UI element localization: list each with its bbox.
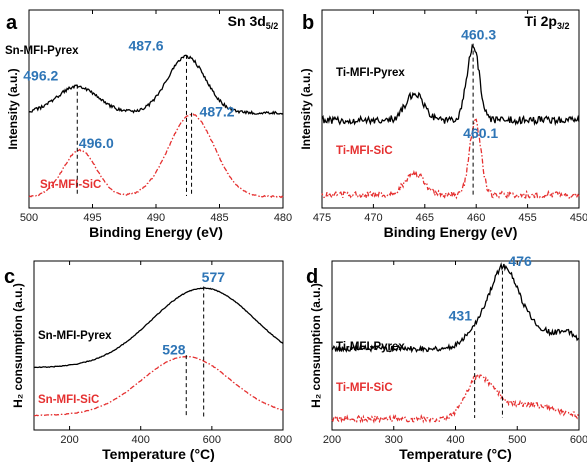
panel-a: 500 495 490 485 480 Binding Energy (eV) Intens… bbox=[5, 9, 292, 240]
peak-value-label: 487.6 bbox=[128, 38, 163, 54]
x-tick-label: 400 bbox=[132, 434, 150, 446]
x-tick-label: 500 bbox=[508, 434, 526, 446]
x-tick-label: 500 bbox=[20, 212, 38, 224]
series-line-sic bbox=[28, 113, 284, 199]
x-axis-label: Temperature (°C) bbox=[102, 446, 215, 462]
panel-letter: a bbox=[6, 12, 18, 34]
plot-frame bbox=[321, 9, 580, 209]
peak-value-label: 460.3 bbox=[461, 26, 496, 42]
x-tick-label: 480 bbox=[274, 212, 292, 224]
panel-title-subscript: 3/2 bbox=[557, 21, 570, 31]
x-tick-label: 460 bbox=[467, 212, 485, 224]
series-line-pyrex bbox=[33, 287, 284, 369]
series-line-pyrex bbox=[28, 54, 284, 116]
x-tick-label: 800 bbox=[274, 434, 292, 446]
series-label: Sn-MFI-Pyrex bbox=[5, 45, 79, 57]
x-tick-label: 490 bbox=[147, 212, 165, 224]
series-label: Sn-MFI-Pyrex bbox=[38, 330, 112, 342]
peak-value-label: 460.1 bbox=[463, 125, 498, 141]
panel-c: 200 400 600 800 Temperature (°C) H₂ consumpti… bbox=[4, 260, 292, 462]
y-axis-label: Intensity (a.u.) bbox=[299, 68, 313, 149]
panel-letter: d bbox=[306, 266, 318, 288]
series-line-pyrex bbox=[331, 261, 580, 354]
series-label: Sn-MFI-SiC bbox=[38, 394, 99, 406]
panel-title-subscript: 5/2 bbox=[266, 21, 279, 31]
x-tick-label: 600 bbox=[203, 434, 221, 446]
peak-value-label: 476 bbox=[508, 253, 532, 269]
x-tick-label: 455 bbox=[518, 212, 536, 224]
x-tick-label: 470 bbox=[364, 212, 382, 224]
peak-value-label: 496.0 bbox=[79, 135, 114, 151]
series-label: Ti-MFI-Pyrex bbox=[336, 67, 405, 79]
panel-title-main: Sn 3d bbox=[228, 13, 266, 29]
plot-frame bbox=[33, 260, 284, 431]
x-tick-label: 475 bbox=[313, 212, 331, 224]
x-tick-label: 200 bbox=[323, 434, 341, 446]
peak-value-label: 496.2 bbox=[23, 68, 58, 84]
peak-value-label: 528 bbox=[162, 342, 186, 358]
series-label: Ti-MFI-SiC bbox=[336, 382, 393, 394]
panel-title: Ti 2p3/2 bbox=[525, 13, 570, 31]
panel-d: 200 300 400 500 600 Temperature (°C) H₂ consum… bbox=[306, 253, 587, 462]
series-line-pyrex bbox=[321, 43, 580, 127]
peak-value-label: 577 bbox=[202, 269, 226, 285]
x-axis-label: Binding Energy (eV) bbox=[89, 224, 223, 240]
panel-title: Sn 3d5/2 bbox=[228, 13, 279, 31]
series-label: Ti-MFI-Pyrex bbox=[336, 341, 405, 353]
x-tick-label: 600 bbox=[570, 434, 587, 446]
panel-letter: b bbox=[302, 12, 314, 34]
peak-value-label: 487.2 bbox=[200, 104, 235, 120]
panel-letter: c bbox=[4, 266, 15, 288]
y-axis-label: Intensity (a.u.) bbox=[6, 68, 20, 149]
x-tick-label: 400 bbox=[446, 434, 464, 446]
y-axis-label: H₂ consumption (a.u.) bbox=[11, 283, 25, 408]
series-line-sic bbox=[321, 118, 580, 200]
panel-title-main: Ti 2p bbox=[525, 13, 557, 29]
x-tick-label: 300 bbox=[385, 434, 403, 446]
panel-b: 475 470 465 460 455 450 Binding Energy (eV) Int… bbox=[299, 9, 587, 240]
x-tick-label: 495 bbox=[83, 212, 101, 224]
y-axis-label: H₂ consumption (a.u.) bbox=[309, 283, 323, 408]
series-line-sic bbox=[331, 373, 580, 424]
x-axis-label: Binding Energy (eV) bbox=[384, 224, 518, 240]
x-tick-label: 485 bbox=[210, 212, 228, 224]
x-tick-label: 465 bbox=[416, 212, 434, 224]
series-label: Ti-MFI-SiC bbox=[336, 145, 393, 157]
series-label: Sn-MFI-SiC bbox=[40, 179, 101, 191]
series-line-sic bbox=[34, 355, 284, 417]
x-axis-label: Temperature (°C) bbox=[399, 446, 512, 462]
peak-value-label: 431 bbox=[449, 308, 473, 324]
x-tick-label: 450 bbox=[570, 212, 587, 224]
x-tick-label: 200 bbox=[60, 434, 78, 446]
